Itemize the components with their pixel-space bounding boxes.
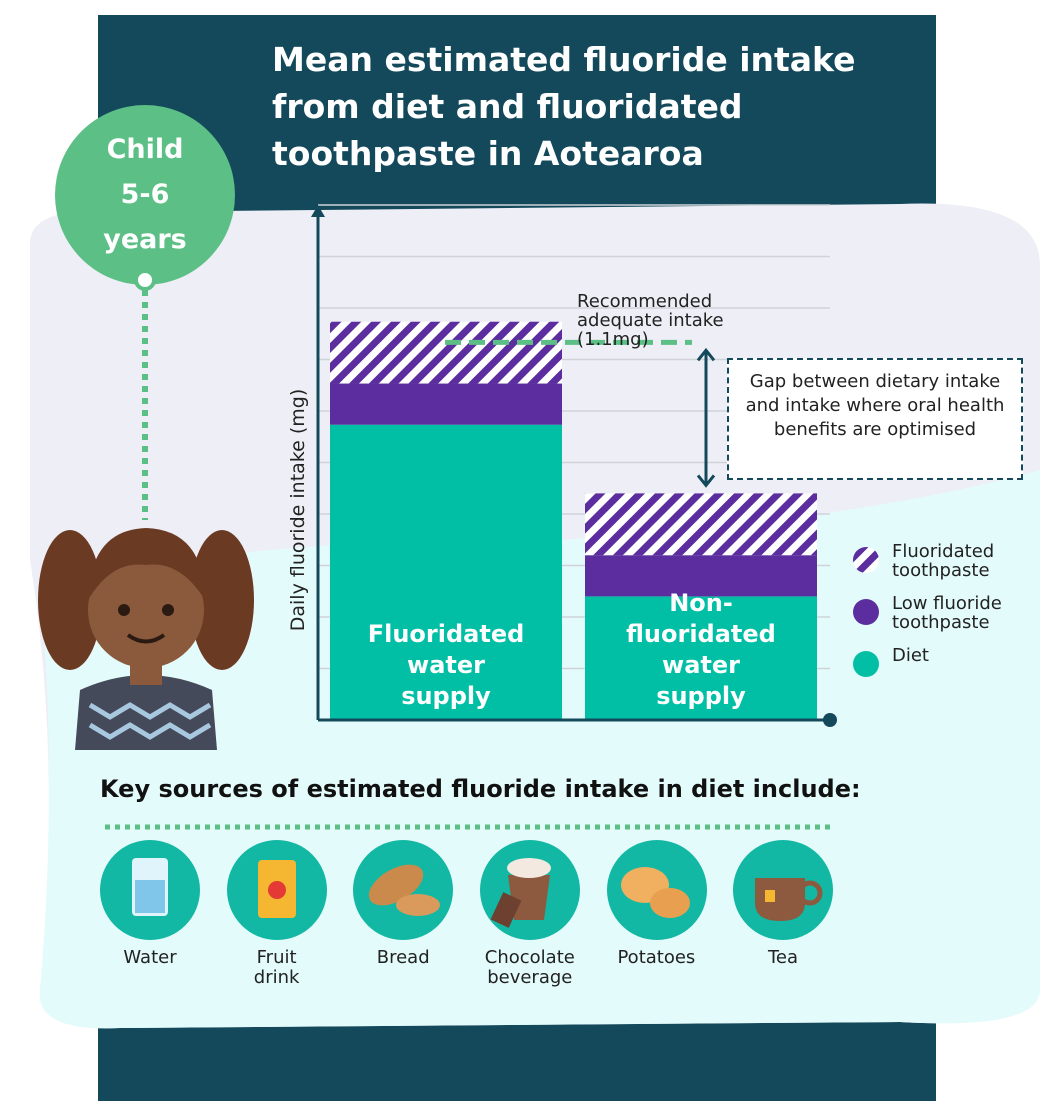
legend-label: Low fluoride toothpaste	[892, 593, 1002, 633]
source-label: Potatoes	[617, 947, 696, 968]
source-label: Fruit drink	[253, 947, 300, 988]
x-axis-end	[823, 713, 837, 727]
bar-segment	[585, 493, 817, 556]
bar-segment	[585, 596, 817, 720]
source-label: Bread	[376, 947, 430, 968]
chart-title: Mean estimated fluoride intake from diet…	[272, 40, 856, 173]
badge-line: years	[103, 224, 187, 255]
bar-segment	[585, 555, 817, 597]
y-axis-arrow	[311, 205, 325, 217]
legend-swatch	[853, 599, 879, 625]
bar-segment	[330, 424, 562, 720]
badge-line: 5-6	[120, 179, 170, 210]
badge-dot	[134, 269, 156, 291]
legend-swatch	[853, 547, 879, 573]
legend-swatch	[853, 651, 879, 677]
reference-label: Recommended adequate intake (1.1mg)	[577, 291, 724, 350]
sources-heading: Key sources of estimated fluoride intake…	[100, 775, 861, 803]
bar-segment	[330, 383, 562, 425]
source-label: Tea	[767, 947, 799, 968]
badge-line: Child	[106, 134, 184, 165]
girl-illustration	[38, 528, 254, 750]
y-axis-label: Daily fluoride intake (mg)	[287, 388, 309, 632]
bar-segment	[330, 321, 562, 384]
bar-label: Fluoridated water supply	[367, 620, 525, 710]
bar-label: Non-fluoridated water supply	[626, 589, 776, 710]
badge-text: Child 5-6 years	[55, 127, 235, 262]
source-icons	[100, 840, 833, 940]
source-label: Chocolate beverage	[484, 947, 575, 988]
annotation: Gap between dietary intake and intake wh…	[727, 358, 1023, 480]
legend-label: Fluoridated toothpaste	[892, 541, 995, 581]
arrow-head	[696, 347, 716, 488]
badge-circle	[55, 105, 235, 285]
legend-label: Diet	[892, 645, 929, 666]
source-label: Water	[123, 947, 177, 968]
